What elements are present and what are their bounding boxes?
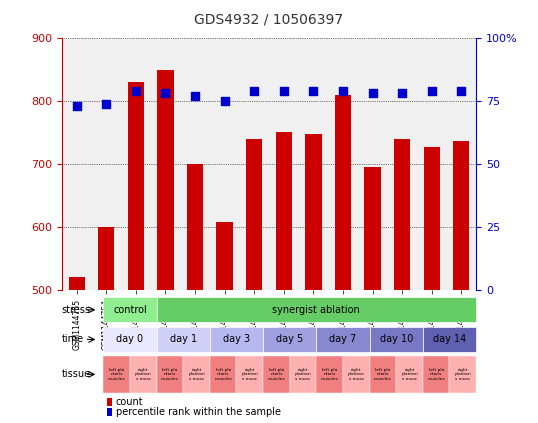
Text: right
plantari
s musc: right plantari s musc	[188, 368, 205, 381]
Point	[220, 98, 229, 104]
Bar	[183, 356, 210, 393]
Point	[279, 88, 288, 94]
Bar	[335, 95, 351, 290]
Bar	[275, 132, 292, 290]
Bar	[130, 356, 157, 393]
Bar	[187, 164, 203, 290]
Bar	[423, 147, 440, 290]
Bar	[157, 356, 183, 393]
Bar	[68, 277, 85, 290]
Text: left pla
ntaris
muscles: left pla ntaris muscles	[161, 368, 179, 381]
Point	[427, 88, 436, 94]
Text: right
plantari
s musc: right plantari s musc	[401, 368, 418, 381]
Text: day 5: day 5	[276, 335, 303, 344]
Point	[457, 88, 465, 94]
Bar	[316, 356, 343, 393]
Bar	[370, 327, 423, 352]
Point	[102, 100, 110, 107]
Point	[338, 88, 347, 94]
Bar	[423, 356, 449, 393]
Point	[190, 93, 199, 99]
Bar	[263, 327, 316, 352]
Text: right
plantari
s musc: right plantari s musc	[295, 368, 312, 381]
Bar	[305, 134, 322, 290]
Bar	[450, 356, 476, 393]
Text: GDS4932 / 10506397: GDS4932 / 10506397	[194, 13, 344, 27]
Text: left pla
ntaris
muscles: left pla ntaris muscles	[267, 368, 285, 381]
Bar	[103, 327, 157, 352]
Text: time: time	[62, 335, 84, 344]
Text: left pla
ntaris
muscles: left pla ntaris muscles	[321, 368, 338, 381]
Bar	[108, 398, 111, 406]
Text: right
plantari
s musc: right plantari s musc	[135, 368, 152, 381]
Bar	[343, 356, 370, 393]
Text: day 7: day 7	[329, 335, 357, 344]
Bar	[103, 356, 130, 393]
Point	[398, 90, 406, 97]
Bar	[210, 327, 263, 352]
Text: left pla
ntaris
muscles: left pla ntaris muscles	[108, 368, 125, 381]
Text: day 14: day 14	[433, 335, 466, 344]
Text: count: count	[116, 397, 143, 407]
Bar	[289, 356, 316, 393]
Text: left pla
ntaris
muscles: left pla ntaris muscles	[214, 368, 232, 381]
Text: day 3: day 3	[223, 335, 250, 344]
Bar	[316, 327, 370, 352]
Bar	[236, 356, 263, 393]
Bar	[157, 297, 476, 322]
Point	[131, 88, 140, 94]
Point	[250, 88, 258, 94]
Bar	[394, 139, 410, 290]
Bar	[210, 356, 236, 393]
Text: synergist ablation: synergist ablation	[272, 305, 360, 315]
Bar	[108, 408, 111, 416]
Bar	[128, 82, 144, 290]
Bar	[453, 140, 470, 290]
Bar	[98, 227, 115, 290]
Point	[309, 88, 317, 94]
Bar	[364, 167, 381, 290]
Text: day 10: day 10	[380, 335, 413, 344]
Bar	[103, 297, 157, 322]
Text: tissue: tissue	[62, 369, 91, 379]
Point	[161, 90, 169, 97]
Bar	[396, 356, 423, 393]
Text: percentile rank within the sample: percentile rank within the sample	[116, 407, 281, 418]
Point	[72, 103, 81, 110]
Text: right
plantari
s musc: right plantari s musc	[348, 368, 365, 381]
Bar	[370, 356, 396, 393]
Text: control: control	[113, 305, 147, 315]
Text: stress: stress	[62, 305, 91, 315]
Point	[368, 90, 377, 97]
Text: day 0: day 0	[116, 335, 144, 344]
Text: left pla
ntaris
muscles: left pla ntaris muscles	[374, 368, 392, 381]
Bar	[157, 327, 210, 352]
Text: right
plantari
s musc: right plantari s musc	[242, 368, 258, 381]
Bar	[157, 69, 174, 290]
Text: left pla
ntaris
muscles: left pla ntaris muscles	[427, 368, 445, 381]
Text: day 1: day 1	[169, 335, 197, 344]
Bar	[423, 327, 476, 352]
Bar	[263, 356, 289, 393]
Text: right
plantari
s musc: right plantari s musc	[455, 368, 471, 381]
Bar	[246, 139, 263, 290]
Bar	[216, 222, 233, 290]
